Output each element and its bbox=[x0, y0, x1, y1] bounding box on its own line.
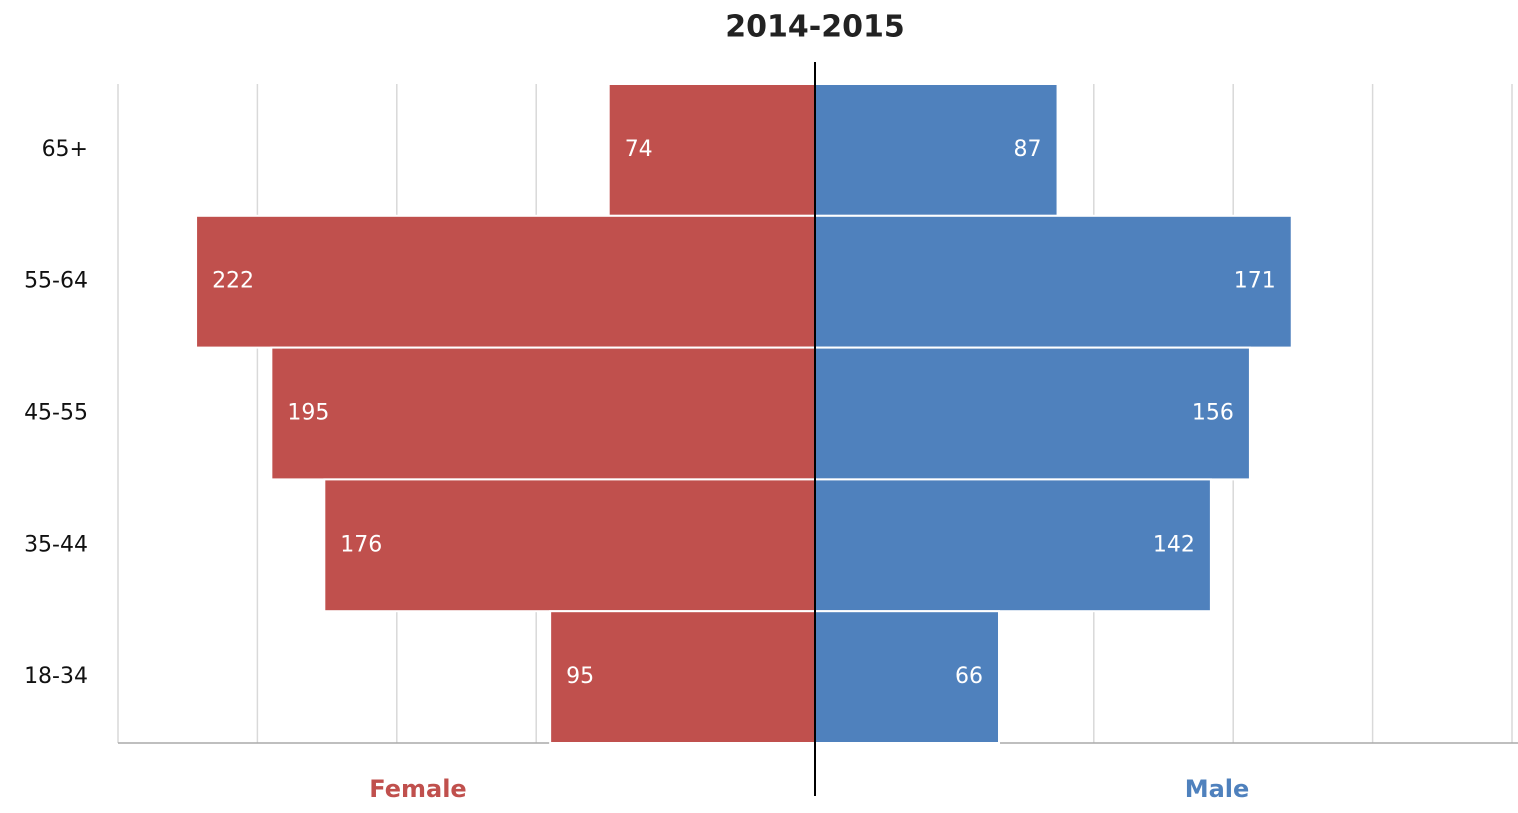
data-label: 195 bbox=[287, 401, 329, 426]
y-tick-label: 45-55 bbox=[24, 401, 88, 426]
bar bbox=[549, 610, 816, 745]
bar bbox=[814, 83, 1059, 217]
bar bbox=[814, 610, 1001, 745]
chart-title: 2014-2015 bbox=[725, 10, 904, 45]
data-label: 142 bbox=[1153, 532, 1195, 557]
data-label: 87 bbox=[1014, 137, 1042, 162]
data-label: 156 bbox=[1192, 401, 1234, 426]
y-tick-label: 65+ bbox=[42, 137, 88, 162]
data-label: 222 bbox=[212, 269, 254, 294]
data-label: 95 bbox=[566, 664, 594, 689]
data-label: 176 bbox=[340, 532, 382, 557]
bar bbox=[814, 478, 1212, 613]
data-label: 66 bbox=[955, 664, 983, 689]
data-label: 171 bbox=[1234, 269, 1276, 294]
bar bbox=[195, 214, 816, 349]
y-tick-label: 55-64 bbox=[24, 269, 88, 294]
legend-label: Male bbox=[1185, 775, 1250, 803]
bar bbox=[270, 346, 816, 481]
bar bbox=[607, 83, 816, 217]
bar bbox=[814, 214, 1293, 349]
y-tick-label: 18-34 bbox=[24, 664, 88, 689]
bar bbox=[323, 478, 816, 613]
bar bbox=[814, 346, 1251, 481]
data-label: 74 bbox=[625, 137, 653, 162]
y-tick-label: 35-44 bbox=[24, 532, 88, 557]
legend-label: Female bbox=[369, 775, 466, 803]
